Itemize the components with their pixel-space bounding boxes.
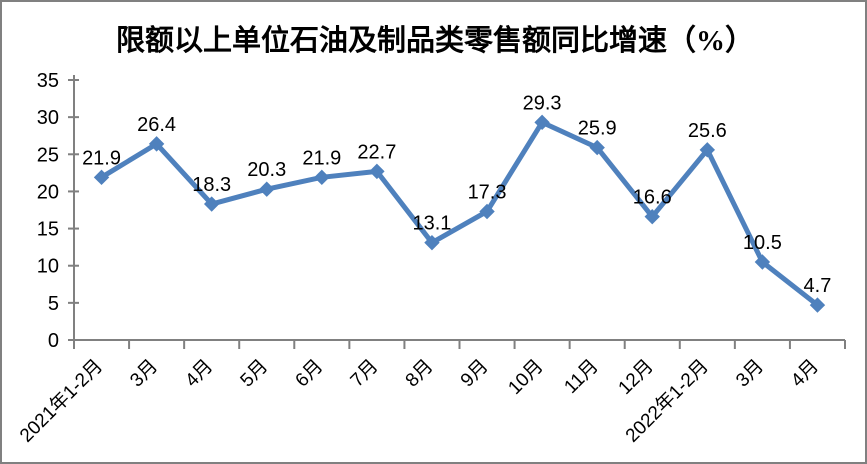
data-label: 16.6 xyxy=(633,187,672,209)
data-label: 4.7 xyxy=(804,275,832,297)
y-tick-label: 5 xyxy=(48,293,59,315)
data-label: 22.7 xyxy=(357,141,396,163)
data-point-marker xyxy=(369,163,385,180)
data-point-marker xyxy=(203,196,220,212)
x-tick-label: 11月 xyxy=(560,356,602,398)
y-tick-label: 20 xyxy=(37,181,59,203)
data-label: 21.9 xyxy=(302,147,341,169)
x-tick-label: 6月 xyxy=(292,356,328,392)
data-point-marker xyxy=(314,169,330,186)
x-tick-label: 4月 xyxy=(787,356,823,392)
x-tick-label: 9月 xyxy=(457,356,493,392)
chart-title: 限额以上单位石油及制品类零售额同比增速（%） xyxy=(116,23,754,57)
data-point-marker xyxy=(589,139,605,156)
data-point-marker xyxy=(644,208,660,225)
x-tick-label: 8月 xyxy=(402,356,438,392)
data-label: 25.9 xyxy=(578,118,617,140)
y-tick-label: 0 xyxy=(48,330,59,352)
data-point-marker xyxy=(259,181,275,197)
x-tick-label: 7月 xyxy=(347,356,383,392)
data-point-marker xyxy=(699,142,716,158)
x-tick-label: 2021年1-2月 xyxy=(15,355,107,447)
x-tick-label: 12月 xyxy=(615,356,658,399)
data-label: 20.3 xyxy=(247,159,286,181)
data-point-marker xyxy=(479,203,495,220)
data-point-marker xyxy=(754,254,771,270)
x-tick-label: 4月 xyxy=(181,356,217,392)
x-tick-label: 10月 xyxy=(504,356,547,399)
x-tick-label: 3月 xyxy=(126,356,162,392)
y-tick-label: 10 xyxy=(37,256,59,278)
y-tick-label: 15 xyxy=(37,219,59,241)
data-label: 21.9 xyxy=(82,147,121,169)
data-point-marker xyxy=(424,234,440,251)
x-tick-label: 3月 xyxy=(732,356,768,392)
y-tick-label: 35 xyxy=(37,70,59,92)
data-label: 17.3 xyxy=(468,181,507,203)
data-label: 10.5 xyxy=(743,232,782,254)
data-series-line xyxy=(99,119,820,308)
data-label: 25.6 xyxy=(688,120,727,142)
data-label: 13.1 xyxy=(412,213,451,235)
data-point-marker xyxy=(93,169,110,186)
y-tick-label: 30 xyxy=(37,107,59,129)
data-point-marker xyxy=(809,297,826,313)
data-label: 18.3 xyxy=(192,174,231,196)
data-point-marker xyxy=(148,136,165,152)
x-tick-label: 5月 xyxy=(237,356,273,392)
data-label: 29.3 xyxy=(523,92,562,114)
y-tick-label: 25 xyxy=(37,144,59,166)
data-label: 26.4 xyxy=(137,114,176,136)
plot-area: 0 5 10 15 20 25 30 35 2021年1-2月 3月 4月 5月 6月 7月 8月 9月 10月… xyxy=(15,70,846,447)
data-point-marker xyxy=(534,114,550,131)
